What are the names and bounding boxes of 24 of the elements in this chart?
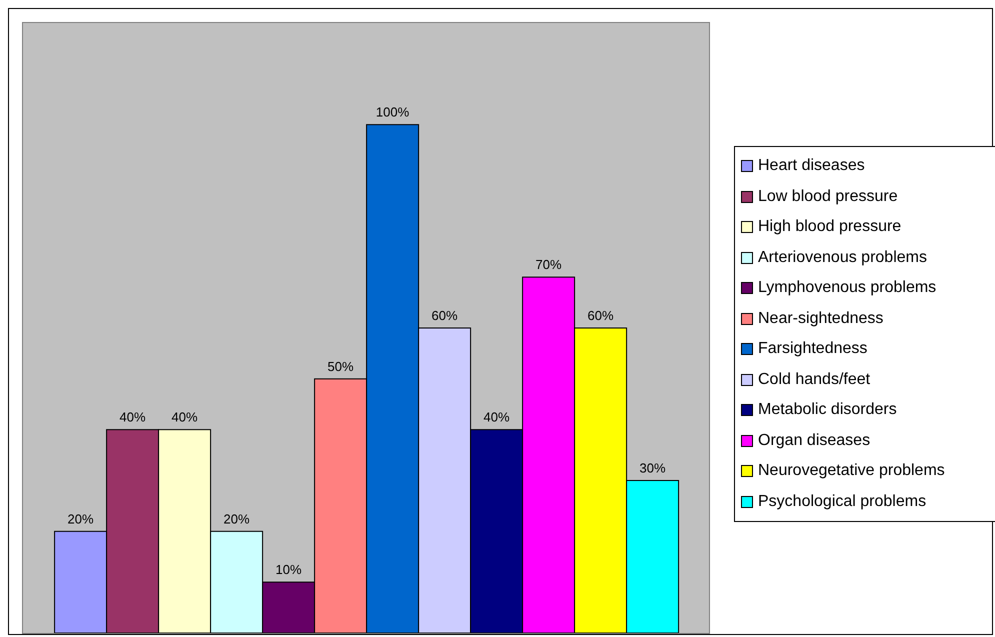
data-label: 20% xyxy=(224,511,250,526)
data-label: 70% xyxy=(536,257,562,272)
data-label: 60% xyxy=(432,308,458,323)
legend-label: Lymphovenous problems xyxy=(758,279,936,298)
data-label: 30% xyxy=(640,460,666,476)
legend-label: High blood pressure xyxy=(758,218,902,236)
data-label: 40% xyxy=(484,410,510,425)
legend-label: Near-sightedness xyxy=(758,310,884,328)
legend-label: Neurovegetative problems xyxy=(758,462,945,480)
data-label: 10% xyxy=(276,562,302,578)
legend-label: Metabolic disorders xyxy=(758,401,897,420)
legend-label: Organ diseases xyxy=(758,432,870,450)
legend-label: Arteriovenous problems xyxy=(758,248,927,267)
data-label: 40% xyxy=(172,410,198,425)
data-label: 100% xyxy=(376,104,410,120)
data-label: 50% xyxy=(328,358,354,374)
data-label: 60% xyxy=(588,308,614,323)
legend-label: Heart diseases xyxy=(758,157,865,176)
data-label: 40% xyxy=(120,410,146,425)
data-label: 20% xyxy=(68,511,94,526)
legend-label: Farsightedness xyxy=(758,340,868,358)
legend-label: Low blood pressure xyxy=(758,188,898,206)
legend-label: Psychological problems xyxy=(758,492,926,511)
legend-label: Cold hands/feet xyxy=(758,370,870,389)
